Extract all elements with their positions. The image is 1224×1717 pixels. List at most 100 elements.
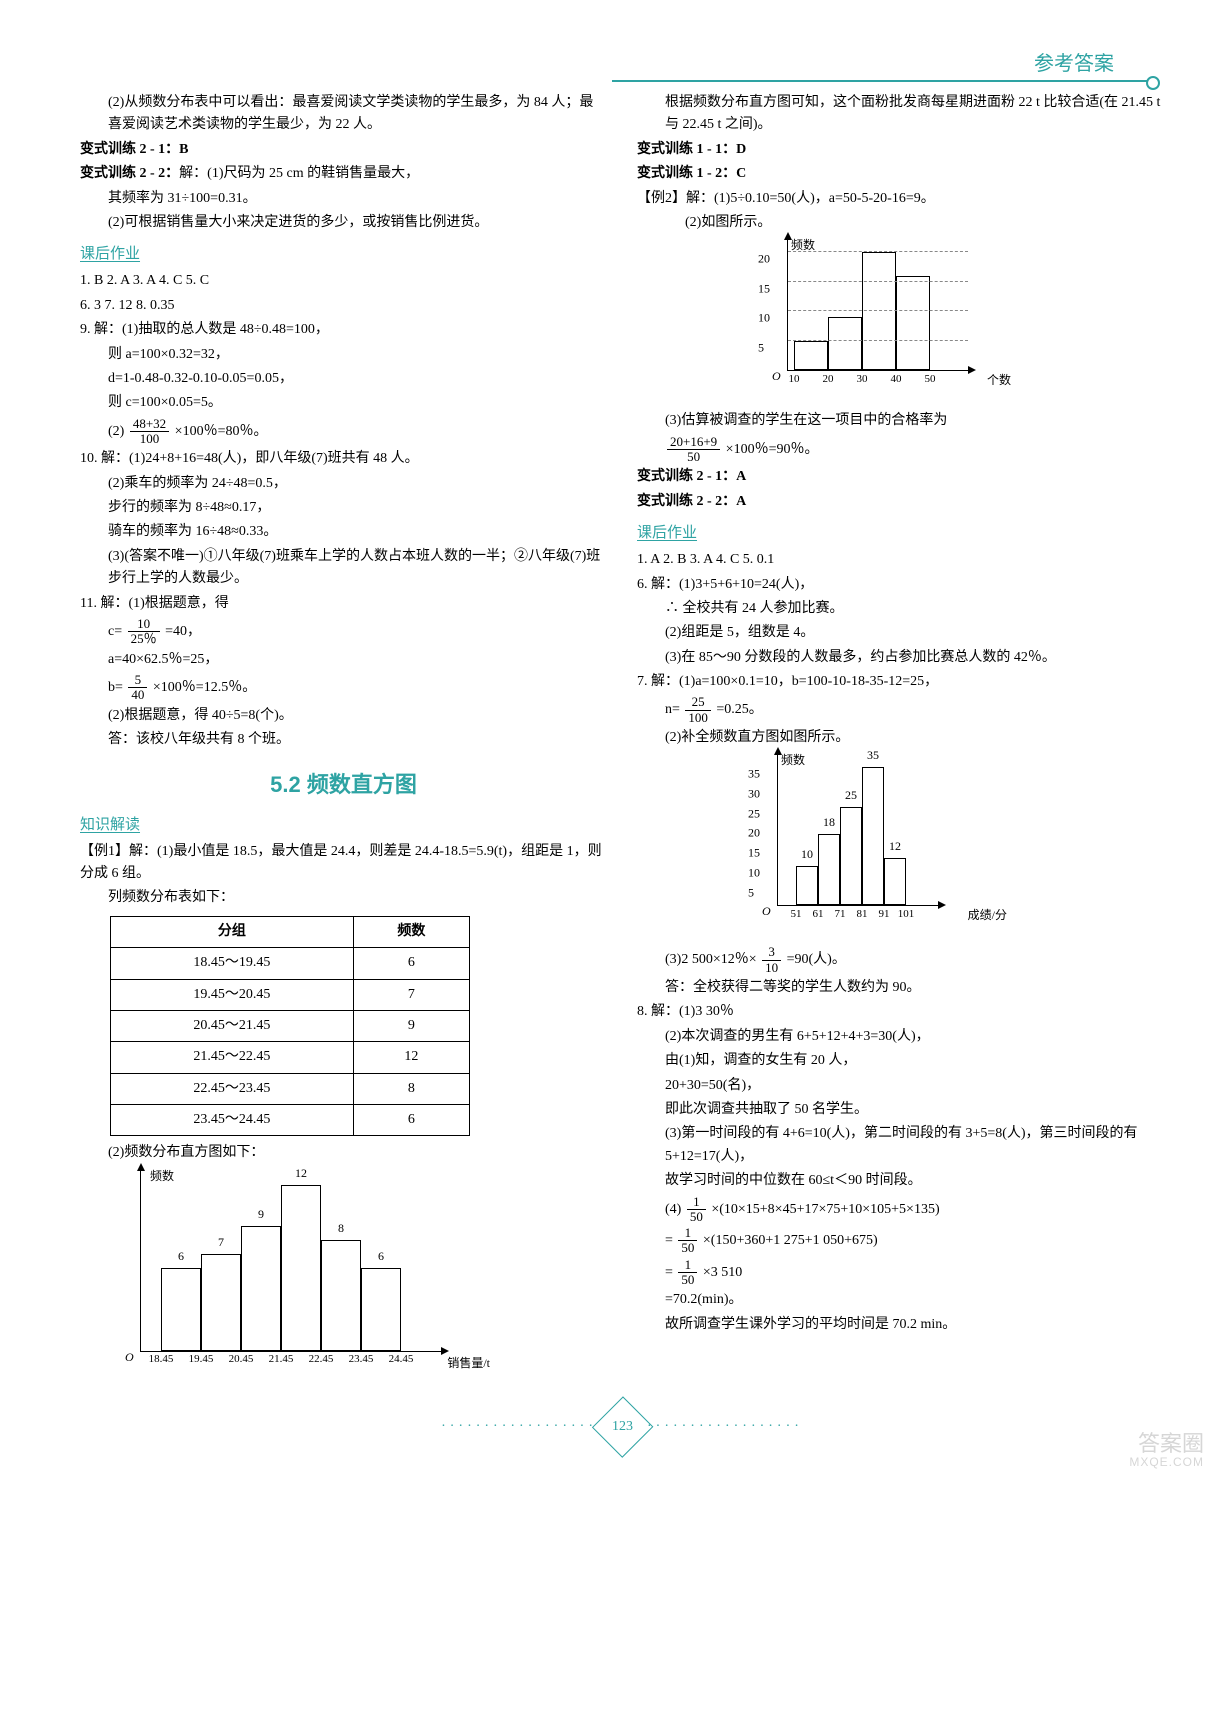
- text: (2)可根据销售量大小来决定进货的多少，或按销售比例进货。: [80, 212, 607, 234]
- table-row: 22.45～23.458: [111, 1073, 470, 1104]
- text: 11. 解：(1)根据题意，得: [80, 593, 607, 615]
- text: 变式训练 2 - 2：解：(1)尺码为 25 cm 的鞋销售量最大，: [80, 163, 607, 185]
- x-tick-label: 18.45: [149, 1351, 174, 1369]
- text: (2)本次调查的男生有 6+5+12+4+3=30(人)，: [637, 1026, 1164, 1048]
- arrow-right-icon: [938, 901, 946, 909]
- text: (2)组距是 5，组数是 4。: [637, 622, 1164, 644]
- grid-line: [788, 251, 968, 252]
- text: 步行的频率为 8÷48≈0.17，: [80, 497, 607, 519]
- text: 变式训练 2 - 1：B: [80, 139, 607, 161]
- fraction: 540: [128, 673, 147, 703]
- x-tick-label: 21.45: [269, 1351, 294, 1369]
- variant-label: 变式训练 2 - 1：A: [637, 469, 746, 484]
- x-tick-label: 71: [835, 906, 846, 924]
- text: 7. 解：(1)a=100×0.1=10，b=100-10-18-35-12=2…: [637, 671, 1164, 693]
- text: 则 c=100×0.05=5。: [80, 392, 607, 414]
- chart-bar: [818, 834, 840, 905]
- x-tick-label: 24.45: [389, 1351, 414, 1369]
- x-axis-label: 个数: [987, 371, 1011, 390]
- variant-label: 变式训练 2 - 2：A: [637, 494, 746, 509]
- text: 1. A 2. B 3. A 4. C 5. 0.1: [637, 549, 1164, 571]
- chart-bar: [361, 1268, 401, 1351]
- text: =: [665, 1265, 673, 1280]
- text: (2)从频数分布表中可以看出：最喜爱阅读文学类读物的学生最多，为 84 人；最喜…: [80, 92, 607, 137]
- text: 则 a=100×0.32=32，: [80, 344, 607, 366]
- bar-value-label: 18: [823, 813, 835, 832]
- text: 【例1】解：(1)最小值是 18.5，最大值是 24.4，则差是 24.4-18…: [80, 841, 607, 886]
- text: 6. 解：(1)3+5+6+10=24(人)，: [637, 574, 1164, 596]
- text: c= 1025％ =40，: [80, 617, 607, 647]
- frequency-table: 分组 频数 18.45～19.45619.45～20.45720.45～21.4…: [110, 916, 470, 1137]
- text: 变式训练 1 - 2：C: [637, 163, 1164, 185]
- text: (3)第一时间段的有 4+6=10(人)，第二时间段的有 3+5=8(人)，第三…: [637, 1123, 1164, 1168]
- origin-label: O: [762, 902, 771, 921]
- text: 故学习时间的中位数在 60≤t＜90 时间段。: [637, 1170, 1164, 1192]
- chart-bar: [840, 807, 862, 906]
- text: 答：全校获得二等奖的学生人数约为 90。: [637, 977, 1164, 999]
- table-row: 21.45～22.4512: [111, 1042, 470, 1073]
- text: (3)估算被调查的学生在这一项目中的合格率为: [637, 410, 1164, 432]
- text: = 150 ×(150+360+1 275+1 050+675): [637, 1226, 1164, 1256]
- homework-header: 课后作业: [637, 521, 1164, 545]
- x-tick-label: 23.45: [349, 1351, 374, 1369]
- text: (3)2 500×12％×: [665, 952, 757, 967]
- x-axis-label: 销售量/t: [447, 1354, 490, 1373]
- left-column: (2)从频数分布表中可以看出：最喜爱阅读文学类读物的学生最多，为 84 人；最喜…: [80, 90, 607, 1391]
- text: (3)在 85～90 分数段的人数最多，约占参加比赛总人数的 42％。: [637, 647, 1164, 669]
- text: n=: [665, 702, 680, 717]
- bar-value-label: 35: [867, 746, 879, 765]
- chart-bar: [884, 858, 906, 905]
- chart-bar: [201, 1254, 241, 1351]
- text: 列频数分布表如下：: [80, 887, 607, 909]
- page-number-text: 123: [612, 1416, 633, 1438]
- chart-bar: [321, 1240, 361, 1351]
- page-number: ·················· 123 ·················…: [80, 1405, 1164, 1449]
- text: 9. 解：(1)抽取的总人数是 48÷0.48=100，: [80, 319, 607, 341]
- y-tick-label: 10: [758, 309, 770, 328]
- text: 【例2】解：(1)5÷0.10=50(人)，a=50-5-20-16=9。: [637, 188, 1164, 210]
- text: ×100％=12.5％。: [153, 680, 256, 695]
- table-cell: 18.45～19.45: [111, 948, 354, 979]
- y-tick-label: 5: [748, 883, 754, 902]
- right-column: 根据频数分布直方图可知，这个面粉批发商每星期进面粉 22 t 比较合适(在 21…: [637, 90, 1164, 1391]
- table-row: 20.45～21.459: [111, 1010, 470, 1041]
- text: = 150 ×3 510: [637, 1258, 1164, 1288]
- origin-label: O: [772, 367, 781, 386]
- text: 20+30=50(名)，: [637, 1075, 1164, 1097]
- table-cell: 9: [353, 1010, 469, 1041]
- text: b=: [108, 680, 123, 695]
- text: 即此次调查共抽取了 50 名学生。: [637, 1099, 1164, 1121]
- chart-bar: [862, 767, 884, 905]
- histogram-chart-3: 频数 O 10182535125101520253035516171819110…: [747, 755, 977, 935]
- text: (2)补全频数直方图如图所示。: [637, 727, 1164, 749]
- bar-value-label: 9: [258, 1205, 264, 1224]
- x-tick-label: 19.45: [189, 1351, 214, 1369]
- y-tick-label: 15: [758, 279, 770, 298]
- table-header: 分组: [111, 916, 354, 947]
- text: 8. 解：(1)3 30％: [637, 1001, 1164, 1023]
- y-tick-label: 25: [748, 804, 760, 823]
- text: =: [665, 1233, 673, 1248]
- text: 10. 解：(1)24+8+16=48(人)，即八年级(7)班共有 48 人。: [80, 448, 607, 470]
- table-row: 18.45～19.456: [111, 948, 470, 979]
- x-tick-label: 20.45: [229, 1351, 254, 1369]
- chart-bar: [281, 1185, 321, 1351]
- variant-label: 变式训练 2 - 1：B: [80, 142, 189, 157]
- text: 1. B 2. A 3. A 4. C 5. C: [80, 270, 607, 292]
- bar-value-label: 12: [295, 1164, 307, 1183]
- fraction: 48+32100: [130, 417, 169, 447]
- text: 6. 3 7. 12 8. 0.35: [80, 295, 607, 317]
- text: (2)乘车的频率为 24÷48=0.5，: [80, 473, 607, 495]
- text: (4): [665, 1202, 681, 1217]
- text: ∴ 全校共有 24 人参加比赛。: [637, 598, 1164, 620]
- text: =90(人)。: [787, 952, 846, 967]
- x-tick-label: 20: [823, 371, 834, 389]
- text: ×3 510: [703, 1265, 742, 1280]
- text: (3)2 500×12％× 310 =90(人)。: [637, 945, 1164, 975]
- x-tick-label: 10: [789, 371, 800, 389]
- x-tick-label: 81: [857, 906, 868, 924]
- bar-value-label: 6: [378, 1247, 384, 1266]
- arrow-up-icon: [784, 232, 792, 240]
- table-cell: 23.45～24.45: [111, 1105, 354, 1136]
- fraction: 150: [687, 1195, 706, 1225]
